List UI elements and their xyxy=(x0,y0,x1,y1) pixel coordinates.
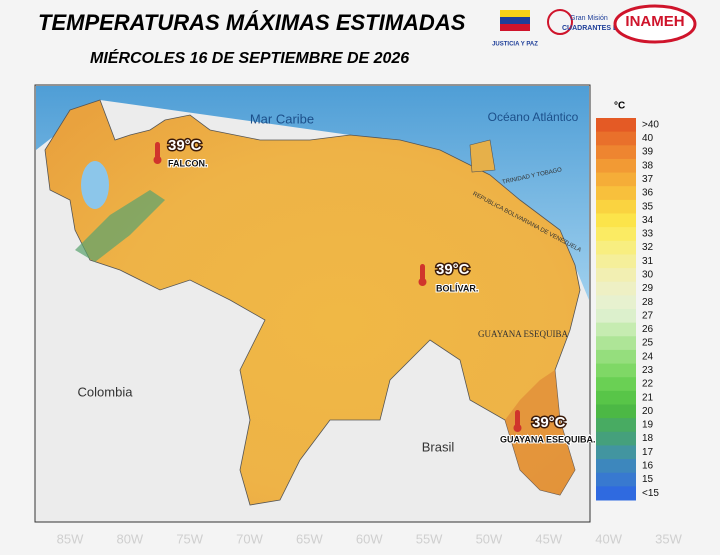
thermometers xyxy=(153,142,522,432)
callout-place: BOLÍVAR. xyxy=(436,283,478,293)
legend-label: 31 xyxy=(642,256,654,267)
callout-place: GUAYANA ESEQUIBA. xyxy=(500,434,596,444)
logos: JUSTICIA Y PAZ Gran Misión CUADRANTES DE… xyxy=(492,4,697,48)
andes xyxy=(75,190,165,262)
legend-unit: °C xyxy=(614,101,625,112)
legend-label: 29 xyxy=(642,283,654,294)
legend-label: 16 xyxy=(642,461,654,472)
legend-swatch xyxy=(596,172,636,187)
title: TEMPERATURAS MÁXIMAS ESTIMADAS xyxy=(38,10,466,35)
hot-zone xyxy=(505,370,575,495)
logo-text: CUADRANTES DE PAZ xyxy=(562,25,639,32)
legend-label: 33 xyxy=(642,229,654,240)
callouts: 39°C FALCON. 39°C BOLÍVAR. 39°C GUAYANA ESEQU… xyxy=(167,135,597,445)
legend-label: 22 xyxy=(642,379,654,390)
logo-ellipse xyxy=(613,4,697,44)
logo-text: JUSTICIA Y PAZ xyxy=(492,42,538,48)
legend-swatch xyxy=(596,145,636,160)
legend-swatch xyxy=(596,377,636,392)
longitude-label: 75W xyxy=(176,531,203,546)
legend-label: 26 xyxy=(642,324,654,335)
sea-label: Mar Caribe xyxy=(250,111,314,126)
legend-swatch xyxy=(596,418,636,433)
legend-swatch xyxy=(596,472,636,487)
legend-swatch xyxy=(596,199,636,214)
legend-swatch xyxy=(596,486,636,501)
legend-label: 15 xyxy=(642,474,654,485)
logo-ring xyxy=(547,9,573,35)
legend-label: 36 xyxy=(642,188,654,199)
legend-swatch xyxy=(596,254,636,269)
legend-label: 21 xyxy=(642,392,654,403)
longitude-label: 45W xyxy=(535,531,562,546)
legend-label: <15 xyxy=(642,488,659,499)
legend-label: 38 xyxy=(642,160,654,171)
logo-text: INAMEH xyxy=(625,13,684,30)
region-label: GUAYANA ESEQUIBA xyxy=(478,329,568,339)
map: Mar Caribe Océano Atlántico Colombia Bra… xyxy=(34,84,591,523)
legend-swatch xyxy=(596,404,636,419)
legend-swatch xyxy=(596,336,636,351)
legend-label: 39 xyxy=(642,147,654,158)
longitude-label: 65W xyxy=(296,531,323,546)
legend-swatch xyxy=(596,459,636,474)
longitude-label: 40W xyxy=(595,531,622,546)
ocean-label: Océano Atlántico xyxy=(488,110,579,124)
date: MIÉRCOLES 16 DE SEPTIEMBRE DE 2026 xyxy=(90,48,409,67)
trinidad xyxy=(469,139,496,173)
legend-label: 19 xyxy=(642,420,654,431)
legend-swatch xyxy=(596,309,636,324)
longitude-label: 85W xyxy=(57,531,84,546)
longitude-label: 60W xyxy=(356,531,383,546)
legend-label: 35 xyxy=(642,201,654,212)
legend-swatch xyxy=(596,363,636,378)
longitude-labels: 85W 80W 75W 70W 65W 60W 55W 50W 45W 40W 35W xyxy=(57,531,683,546)
legend-swatch xyxy=(596,349,636,365)
longitude-label: 70W xyxy=(236,531,263,546)
longitude-label: 50W xyxy=(476,531,503,546)
legend-swatch xyxy=(596,227,636,242)
sea xyxy=(36,86,589,300)
legend-label: 18 xyxy=(642,433,654,444)
legend-label: 30 xyxy=(642,270,654,281)
legend-swatch xyxy=(596,213,636,228)
legend-label: 37 xyxy=(642,174,654,185)
legend-swatch xyxy=(596,118,636,133)
legend-label: 32 xyxy=(642,242,654,253)
legend-swatch xyxy=(596,131,636,146)
longitude-label: 35W xyxy=(655,531,682,546)
legend-swatch xyxy=(596,158,636,174)
legend-swatch xyxy=(596,240,636,255)
callout-temp: 39°C xyxy=(168,137,202,154)
lake-maracaibo xyxy=(81,161,109,209)
longitude-label: 80W xyxy=(116,531,143,546)
legend-label: 24 xyxy=(642,351,654,362)
logo-text: Gran Misión xyxy=(570,15,608,22)
legend-swatch xyxy=(596,268,636,283)
legend-swatch xyxy=(596,445,636,460)
legend-swatch xyxy=(596,390,636,405)
legend-label: 27 xyxy=(642,310,654,321)
legend-label: 28 xyxy=(642,297,654,308)
legend-label: 34 xyxy=(642,215,654,226)
legend-swatch xyxy=(596,186,636,201)
legend: °C >40 40 39 38 37 36 35 34 33 32 31 30 29 28 27 26 25 24… xyxy=(596,101,659,501)
legend-label: 20 xyxy=(642,406,654,417)
legend-swatch xyxy=(596,322,636,337)
country-label: Colombia xyxy=(78,384,134,399)
country-label: Brasil xyxy=(422,439,455,454)
legend-swatch xyxy=(596,281,636,296)
callout-temp: 39°C xyxy=(436,261,470,278)
legend-swatch xyxy=(596,295,636,310)
longitude-label: 55W xyxy=(416,531,443,546)
legend-label: 23 xyxy=(642,365,654,376)
legend-label: >40 xyxy=(642,119,659,130)
legend-label: 17 xyxy=(642,447,654,458)
legend-swatch xyxy=(596,431,636,446)
legend-label: 40 xyxy=(642,133,654,144)
callout-temp: 39°C xyxy=(532,414,566,431)
legend-label: 25 xyxy=(642,338,654,349)
callout-place: FALCON. xyxy=(168,158,208,168)
